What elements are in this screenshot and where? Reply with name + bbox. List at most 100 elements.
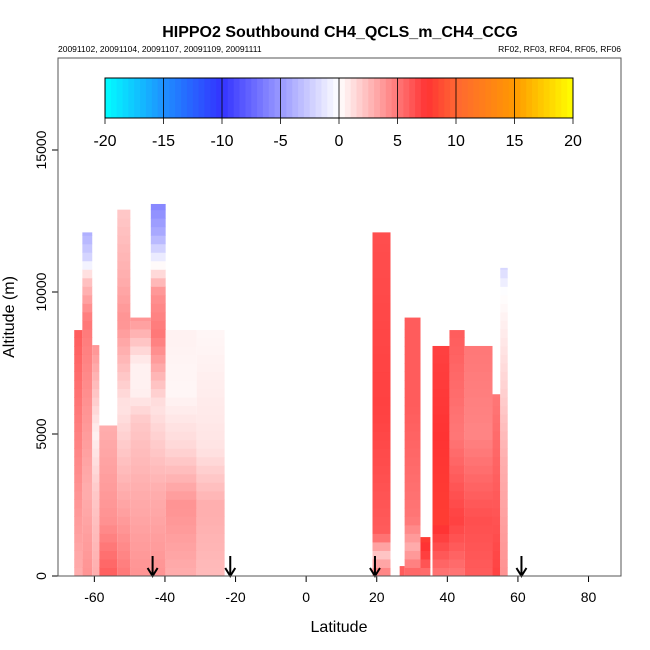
heatmap-cell <box>165 567 197 577</box>
heatmap-cell <box>372 567 391 577</box>
heatmap-cell <box>432 397 450 407</box>
heatmap-cell <box>404 320 421 330</box>
heatmap-cell <box>492 516 501 526</box>
heatmap-cell <box>372 269 391 279</box>
colorbar-swatch <box>315 78 322 118</box>
heatmap-cell <box>449 456 465 466</box>
heatmap-cell <box>372 232 391 236</box>
colorbar-tick-label: 20 <box>564 133 582 150</box>
heatmap-cell <box>92 473 100 483</box>
heatmap-cell <box>74 380 83 390</box>
heatmap-cell <box>150 243 166 253</box>
heatmap-cell <box>500 397 508 407</box>
heatmap-cell <box>82 252 93 262</box>
heatmap-cell <box>464 414 493 424</box>
x-axis-label: Latitude <box>311 619 368 636</box>
heatmap-cell <box>500 456 508 466</box>
heatmap-cell <box>117 397 131 407</box>
colorbar-swatch <box>456 78 463 118</box>
heatmap-cell <box>404 533 421 543</box>
heatmap-cell <box>464 550 493 560</box>
heatmap-cell <box>372 507 391 517</box>
heatmap-cell <box>404 567 421 577</box>
heatmap-cell <box>196 567 225 577</box>
heatmap-cell <box>82 558 93 568</box>
heatmap-cell <box>82 286 93 296</box>
heatmap-cell <box>150 320 166 330</box>
colorbar-swatch <box>198 78 205 118</box>
heatmap-cell <box>117 465 131 475</box>
heatmap-cell <box>372 524 391 534</box>
colorbar-swatch <box>350 78 357 118</box>
heatmap-cell <box>130 439 151 449</box>
heatmap-cell <box>82 448 93 458</box>
colorbar-swatch <box>105 78 112 118</box>
colorbar-swatch <box>321 78 328 118</box>
colorbar-tick-label: 10 <box>447 133 465 150</box>
heatmap-cell <box>404 371 421 381</box>
heatmap-cell <box>196 456 225 466</box>
heatmap-cell <box>99 516 118 526</box>
y-axis-label: Altitude (m) <box>1 276 18 358</box>
heatmap-cell <box>117 422 131 432</box>
heatmap-cell <box>165 330 197 338</box>
heatmap-cell <box>117 567 131 577</box>
colorbar-swatch <box>420 78 428 118</box>
heatmap-cell <box>150 311 166 321</box>
heatmap-cell <box>372 260 391 270</box>
heatmap-cell <box>74 550 83 560</box>
heatmap-cell <box>492 465 501 475</box>
heatmap-cell <box>196 397 225 407</box>
heatmap-cell <box>500 363 508 373</box>
heatmap-cell <box>74 337 83 347</box>
heatmap-cell <box>99 490 118 500</box>
heatmap-cell <box>150 371 166 381</box>
heatmap-cell <box>464 388 493 398</box>
heatmap-cell <box>150 252 166 262</box>
heatmap-cell <box>500 269 508 279</box>
heatmap-cell <box>165 533 197 543</box>
heatmap-cell <box>500 516 508 526</box>
heatmap-cell <box>196 405 225 415</box>
heatmap-cell <box>82 456 93 466</box>
heatmap-cell <box>99 550 118 560</box>
heatmap-cell <box>372 328 391 338</box>
heatmap-cell <box>196 465 225 475</box>
heatmap-cell <box>74 558 83 568</box>
heatmap-cell <box>117 218 131 228</box>
heatmap-cell <box>130 550 151 560</box>
heatmap-cell <box>464 363 493 373</box>
heatmap-cell <box>150 431 166 441</box>
colorbar-swatch <box>339 78 346 118</box>
heatmap-cell <box>492 507 501 517</box>
heatmap-cell <box>449 550 465 560</box>
heatmap-cell <box>130 558 151 568</box>
heatmap-cell <box>449 431 465 441</box>
heatmap-cell <box>150 397 166 407</box>
heatmap-cell <box>117 456 131 466</box>
heatmap-cell <box>492 499 501 509</box>
heatmap-cell <box>404 317 421 321</box>
heatmap-cell <box>74 516 83 526</box>
heatmap-cell <box>404 345 421 355</box>
heatmap-cell <box>82 550 93 560</box>
heatmap-cell <box>82 473 93 483</box>
heatmap-cell <box>117 277 131 287</box>
heatmap-cell <box>99 482 118 492</box>
heatmap-cell <box>117 439 131 449</box>
heatmap-cell <box>196 337 225 347</box>
heatmap-cell <box>404 490 421 500</box>
colorbar-swatch <box>157 78 164 118</box>
heatmap-cell <box>165 414 197 424</box>
heatmap-cell <box>117 499 131 509</box>
heatmap-cells <box>74 203 508 577</box>
heatmap-cell <box>432 439 450 449</box>
heatmap-cell <box>432 380 450 390</box>
colorbar-swatch <box>438 78 445 118</box>
heatmap-cell <box>196 380 225 390</box>
heatmap-cell <box>432 456 450 466</box>
heatmap-cell <box>92 422 100 432</box>
heatmap-cell <box>500 567 508 577</box>
heatmap-cell <box>74 507 83 517</box>
heatmap-cell <box>464 465 493 475</box>
